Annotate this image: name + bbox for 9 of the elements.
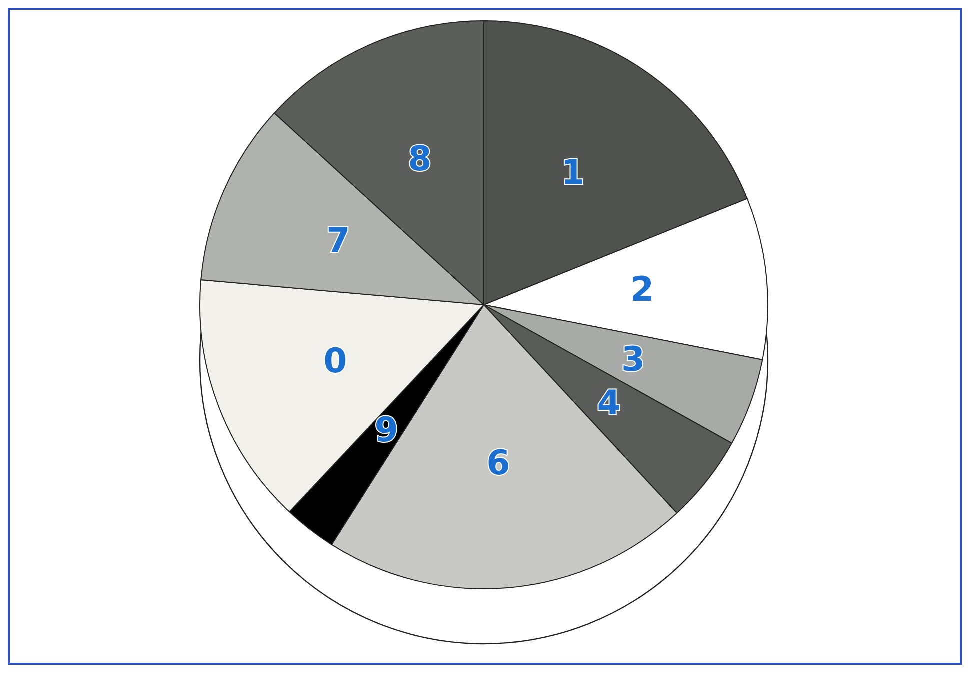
slice-label: 7: [326, 220, 350, 261]
slice-label: 1: [561, 153, 585, 194]
slice-label: 8: [408, 139, 432, 180]
slice-label: 6: [486, 443, 510, 484]
slice-label: 2: [630, 270, 654, 310]
slice-label: 9: [374, 410, 398, 451]
slice-label: 0: [324, 342, 348, 382]
slice-label: 3: [621, 340, 646, 380]
slice-label: 4: [597, 383, 621, 424]
